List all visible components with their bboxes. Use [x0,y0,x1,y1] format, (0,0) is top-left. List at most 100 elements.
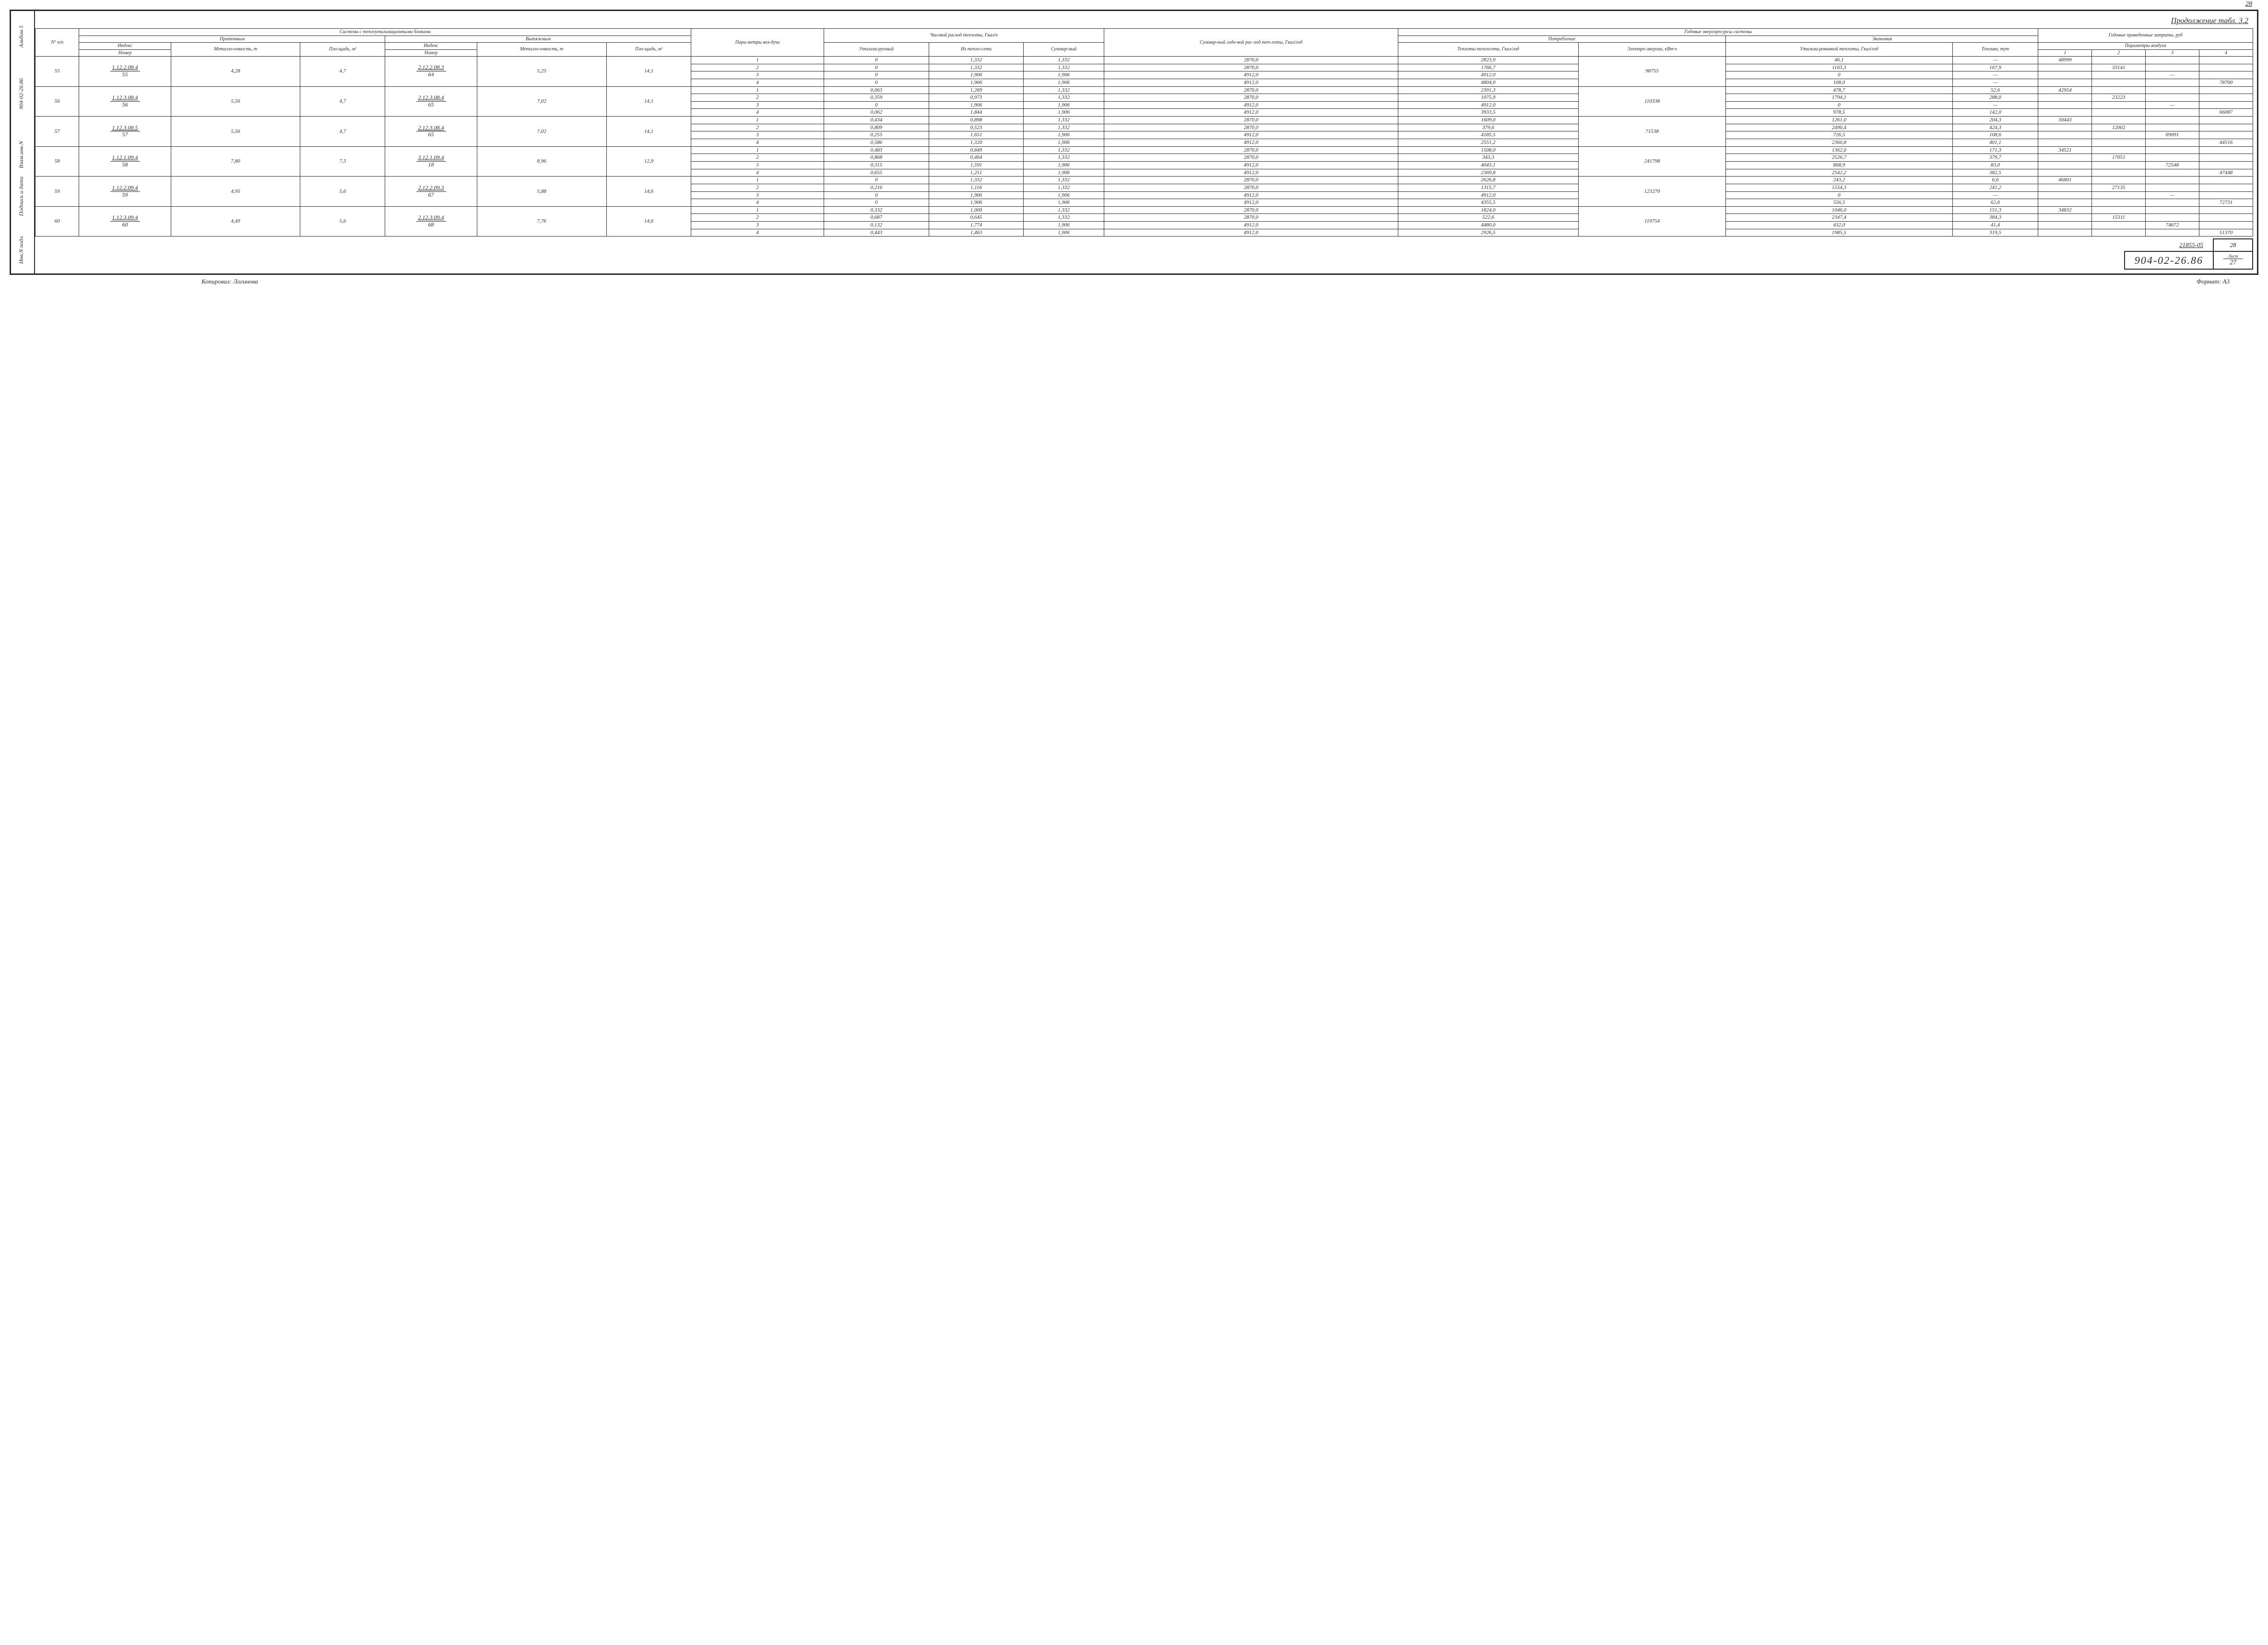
cell-param: 4 [691,229,824,237]
cell-c4 [2199,101,2253,109]
cell-param: 3 [691,191,824,199]
cell-net: 1,906 [929,191,1024,199]
cell-c4: 44516 [2199,139,2253,147]
col-air-params: Параметры воздуха [2038,43,2253,50]
cell-c4 [2199,184,2253,191]
cell-hnet: 343,3 [1398,154,1578,162]
cell-net: 1,651 [929,131,1024,139]
cell-util: 0 [824,64,929,71]
cell-ann: 4912,0 [1104,161,1398,169]
table-row: 601.12.3.09.4604,495,62.12.3.09.4687,761… [35,206,2253,214]
col-cons: Потребление [1398,36,1725,43]
cell-net: 1,269 [929,86,1024,94]
side-label-album: Альбом 5 [18,25,25,47]
cell-sum: 1,906 [1023,79,1104,86]
cell-param: 2 [691,214,824,222]
cell-c1 [2038,214,2092,222]
cell-c2 [2092,131,2146,139]
cell-exhaust-idx: 2.12.3.08.465 [385,117,477,147]
cell-ann: 2870,0 [1104,117,1398,124]
cell-c3 [2146,214,2199,222]
drawing-sheet: 28 Альбом 5 904-02-26.86 Взам.инв.N Подп… [10,10,2258,275]
cell-net: 1,000 [929,206,1024,214]
cell-fuel: 171,3 [1952,146,2038,154]
cell-c2 [2092,191,2146,199]
cell-c4 [2199,64,2253,71]
col-metal-e: Металло-емкость, т [477,43,606,57]
cell-c3 [2146,206,2199,214]
col-area-s: Пло-щадь, м² [300,43,385,57]
cell-ann: 2870,0 [1104,57,1398,64]
cell-fuel: 319,5 [1952,229,2038,237]
cell-sum: 1,906 [1023,131,1104,139]
cell-hnet: 2926,5 [1398,229,1578,237]
cell-util: 0,063 [824,86,929,94]
side-margin: Альбом 5 904-02-26.86 Взам.инв.N Подпись… [12,11,35,273]
cell-c1 [2038,184,2092,191]
table-body: 551.12.2.08.4554,284,72.12.2.08.3645,251… [35,57,2253,237]
cell-c3 [2146,64,2199,71]
cell-exhaust-area: 14,6 [606,177,691,207]
cell-net: 1,591 [929,161,1024,169]
table-row: 551.12.2.08.4554,284,72.12.2.08.3645,251… [35,57,2253,64]
cell-net: 0,645 [929,214,1024,222]
cell-net: 1,906 [929,79,1024,86]
cell-c1 [2038,222,2092,229]
cell-c4 [2199,214,2253,222]
cell-uheat: 978,5 [1726,109,1953,117]
cell-fuel: — [1952,79,2038,86]
side-label-podp: Подпись и дата [18,177,25,216]
cell-c1: 46801 [2038,177,2092,184]
cell-c2 [2092,169,2146,177]
cell-ann: 2870,0 [1104,64,1398,71]
cell-util: 0,655 [824,169,929,177]
cell-sum: 1,906 [1023,161,1104,169]
cell-supply-area: 5,6 [300,177,385,207]
cell-supply-area: 4,7 [300,86,385,117]
cell-exhaust-metal: 7,76 [477,206,606,237]
cell-util: 0,315 [824,161,929,169]
cell-npp: 59 [35,177,79,207]
cell-sum: 1,332 [1023,124,1104,131]
cell-util: 0 [824,177,929,184]
cell-uheat: 1794,1 [1726,94,1953,102]
cell-sum: 1,332 [1023,206,1104,214]
cell-c2 [2092,117,2146,124]
cell-sum: 1,332 [1023,64,1104,71]
cell-fuel: 108,6 [1952,131,2038,139]
col-p4: 4 [2199,49,2253,57]
cell-c1: 34521 [2038,146,2092,154]
cell-param: 1 [691,57,824,64]
cell-c2 [2092,229,2146,237]
cell-net: 0,849 [929,146,1024,154]
cell-net: 1,116 [929,184,1024,191]
cell-uheat: 1554,3 [1726,184,1953,191]
cell-sum: 1,906 [1023,139,1104,147]
cell-fuel: 6,6 [1952,177,2038,184]
doc-ref: 21855-05 [2125,239,2213,251]
cell-hnet: 4912,0 [1398,101,1578,109]
cell-c4 [2199,191,2253,199]
page-number-top: 28 [2245,0,2252,8]
cell-util: 0,809 [824,124,929,131]
cell-exhaust-idx: 2.12.3.09.468 [385,206,477,237]
cell-c3 [2146,169,2199,177]
cell-c1: 42954 [2038,86,2092,94]
cell-ann: 2870,0 [1104,146,1398,154]
cell-fuel: 379,7 [1952,154,2038,162]
cell-hnet: 2823,9 [1398,57,1578,64]
cell-hnet: 1075,9 [1398,94,1578,102]
col-index-e: Индекс [385,43,477,50]
cell-c1 [2038,79,2092,86]
cell-hnet: 4043,1 [1398,161,1578,169]
cell-util: 0,586 [824,139,929,147]
cell-sum: 1,332 [1023,214,1104,222]
cell-exhaust-metal: 8,96 [477,146,606,177]
cell-c2 [2092,86,2146,94]
cell-hnet: 4912,0 [1398,191,1578,199]
cell-ann: 4912,0 [1104,191,1398,199]
table-row: 571.12.3.08.5575,564,72.12.3.08.4657,021… [35,117,2253,124]
cell-ann: 4912,0 [1104,169,1398,177]
cell-uheat: 2347,4 [1726,214,1953,222]
cell-supply-metal: 4,95 [171,177,300,207]
